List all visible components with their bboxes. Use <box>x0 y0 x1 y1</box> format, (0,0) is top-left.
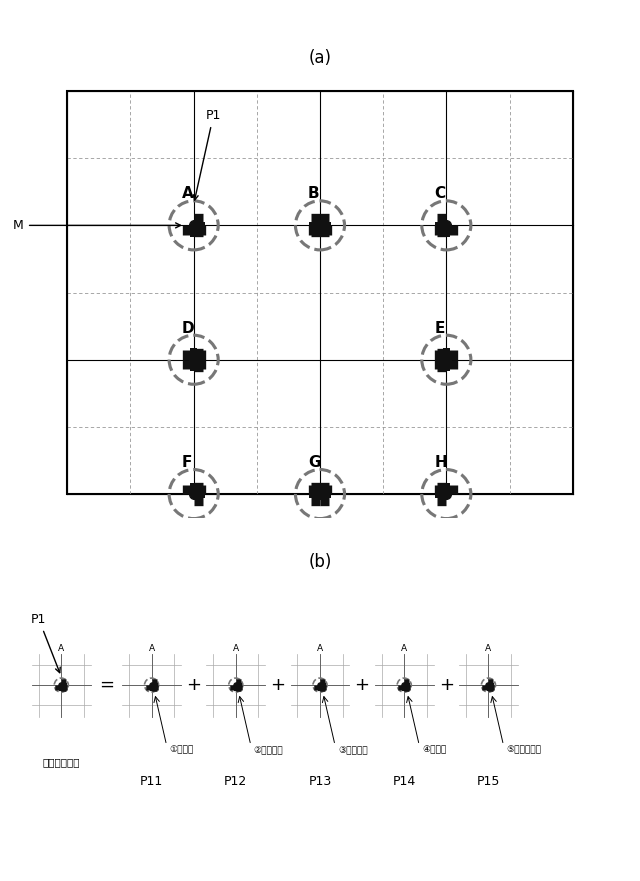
Text: P1: P1 <box>31 613 60 673</box>
Text: A: A <box>148 644 155 653</box>
Text: +: + <box>439 676 454 694</box>
Text: 「壁パーツ」: 「壁パーツ」 <box>43 758 80 767</box>
Text: (b): (b) <box>308 552 332 571</box>
Text: P12: P12 <box>224 775 248 788</box>
Text: M: M <box>13 218 180 232</box>
Text: H: H <box>435 455 447 470</box>
Text: C: C <box>435 186 445 202</box>
Text: ⑤スタッド図: ⑤スタッド図 <box>506 745 541 754</box>
Text: A: A <box>317 644 323 653</box>
Text: P15: P15 <box>477 775 500 788</box>
Text: B: B <box>308 186 319 202</box>
Text: ①平面図: ①平面図 <box>170 745 194 754</box>
Text: F: F <box>182 455 192 470</box>
Text: +: + <box>186 676 201 694</box>
Text: +: + <box>270 676 285 694</box>
Text: G: G <box>308 455 321 470</box>
Text: ③土台伏図: ③土台伏図 <box>338 745 367 754</box>
Text: P11: P11 <box>140 775 163 788</box>
Text: ④床伏図: ④床伏図 <box>422 745 447 754</box>
Text: P14: P14 <box>392 775 416 788</box>
Text: D: D <box>182 321 195 336</box>
Text: E: E <box>435 321 445 336</box>
Text: A: A <box>182 186 193 202</box>
Text: A: A <box>58 644 65 653</box>
Text: (a): (a) <box>308 49 332 67</box>
Text: A: A <box>485 644 492 653</box>
Text: P13: P13 <box>308 775 332 788</box>
Text: A: A <box>401 644 407 653</box>
Text: +: + <box>355 676 370 694</box>
Bar <box>67 91 573 494</box>
Text: A: A <box>233 644 239 653</box>
Text: P1: P1 <box>193 109 221 200</box>
Text: =: = <box>99 676 114 694</box>
Text: ②基瞐伏図: ②基瞐伏図 <box>254 745 284 754</box>
